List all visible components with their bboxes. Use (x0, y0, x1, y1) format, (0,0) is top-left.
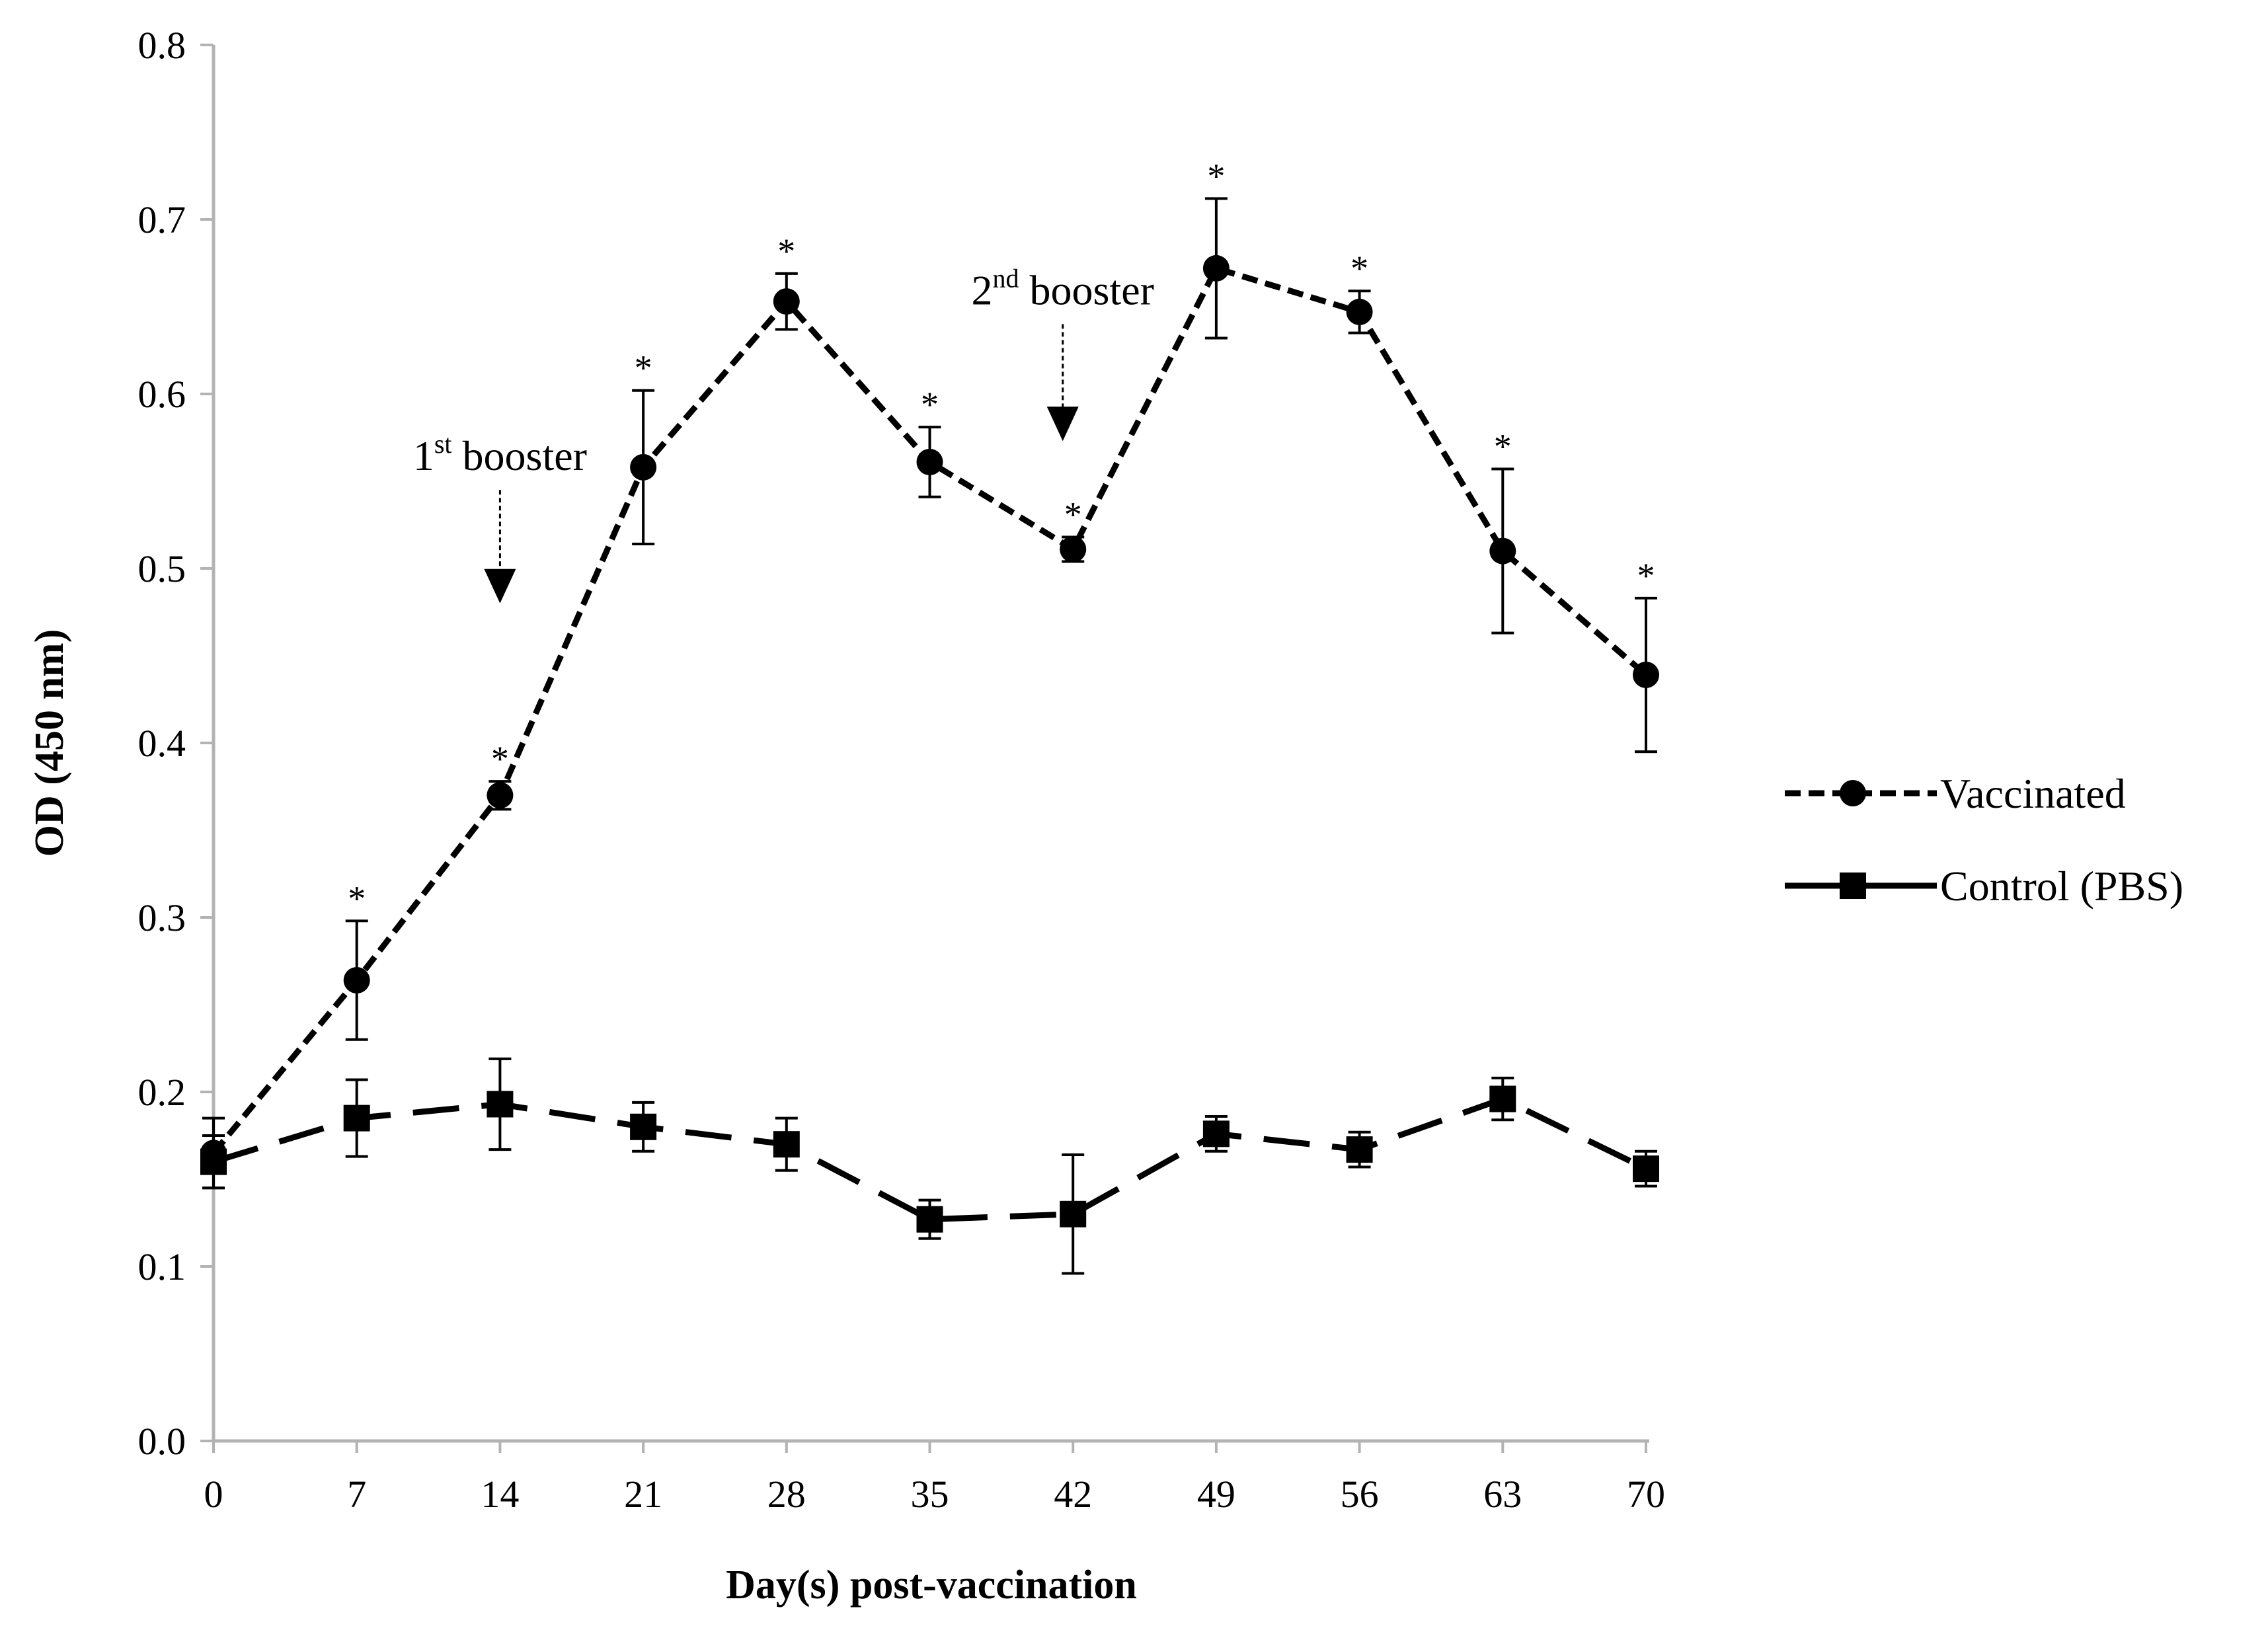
booster-arrow-head (1046, 407, 1079, 442)
booster-label-ordinal: nd (993, 263, 1019, 293)
x-tick-label: 35 (911, 1473, 949, 1516)
legend-label-control: Control (PBS) (1940, 863, 2183, 910)
data-point-vaccinated (773, 288, 800, 315)
booster-label-text: booster (1019, 266, 1154, 313)
significance-marker: * (1064, 494, 1082, 534)
legend-item-control: Control (PBS) (1785, 863, 2183, 910)
x-ticks: 0 7 14 21 28 35 42 49 56 63 70 (204, 1441, 1665, 1516)
y-tick-label: 0.0 (138, 1420, 186, 1463)
booster-label-ordinal: st (434, 429, 452, 459)
data-point-control (487, 1091, 514, 1118)
significance-marker: * (1494, 427, 1512, 467)
data-point-vaccinated (1489, 537, 1516, 564)
data-point-control (1060, 1200, 1087, 1227)
legend-marker-control (1840, 873, 1866, 899)
series-vaccinated: * * * * * * * * * * (200, 156, 1659, 1190)
y-tick-label: 0.4 (138, 722, 186, 765)
data-point-control (1633, 1155, 1659, 1183)
y-ticks: 0.0 0.1 0.2 0.3 0.4 0.5 0.6 0.7 0.8 (138, 24, 214, 1463)
data-point-control (343, 1105, 370, 1132)
data-point-control (1346, 1136, 1373, 1163)
data-point-vaccinated (343, 967, 370, 994)
x-tick-label: 63 (1483, 1473, 1522, 1516)
data-point-control (630, 1113, 657, 1140)
data-point-vaccinated (1346, 298, 1373, 325)
y-tick-label: 0.8 (138, 24, 186, 67)
y-tick-label: 0.3 (138, 896, 186, 939)
x-tick-label: 28 (767, 1473, 806, 1516)
data-point-vaccinated (1202, 254, 1230, 282)
x-tick-label: 70 (1627, 1473, 1665, 1516)
series-line-control (212, 1095, 1647, 1223)
y-tick-label: 0.5 (138, 547, 186, 590)
x-tick-label: 14 (481, 1473, 519, 1516)
booster-label-number: 1 (413, 432, 434, 479)
x-tick-label: 21 (624, 1473, 662, 1516)
y-tick-label: 0.7 (138, 198, 186, 241)
plot-area: 0.00.10.20.30.40.50.60.70.8 0 7 14 21 28 35 42… (138, 24, 1666, 1516)
booster-label-text: booster (452, 432, 587, 479)
booster-arrow-head (484, 568, 516, 603)
series-layer: * * * * * * * * * * (200, 156, 1659, 1275)
significance-marker: * (635, 348, 652, 388)
legend-label-vaccinated: Vaccinated (1940, 770, 2126, 817)
y-tick-label: 0.6 (138, 373, 186, 416)
booster-label: 1st booster (413, 429, 587, 479)
x-tick-label: 56 (1341, 1473, 1379, 1516)
x-tick-label: 49 (1197, 1473, 1235, 1516)
x-tick-label: 7 (347, 1473, 366, 1516)
series-control (200, 1057, 1659, 1275)
significance-marker: * (1350, 249, 1368, 288)
x-tick-label: 42 (1054, 1473, 1092, 1516)
booster-annotation-second: 2nd booster (972, 263, 1154, 442)
significance-marker: * (491, 739, 509, 779)
booster-label-number: 2 (972, 266, 993, 313)
significance-marker: * (777, 231, 795, 271)
significance-marker: * (921, 385, 939, 424)
y-tick-label: 0.1 (138, 1245, 186, 1288)
data-point-control (1489, 1085, 1516, 1112)
data-point-vaccinated (1060, 535, 1087, 563)
data-point-control (773, 1131, 800, 1158)
significance-marker: * (1637, 556, 1655, 596)
x-axis-title: Day(s) post-vaccination (726, 1563, 1137, 1608)
booster-annotation-first: 1st booster (413, 429, 587, 603)
y-axis-title: OD (450 nm) (27, 629, 72, 857)
data-point-control (200, 1148, 227, 1175)
legend-item-vaccinated: Vaccinated (1785, 770, 2126, 817)
data-point-vaccinated (487, 782, 514, 809)
data-point-vaccinated (630, 453, 657, 481)
x-tick-label: 0 (204, 1473, 223, 1516)
significance-marker: * (348, 878, 366, 918)
y-tick-label: 0.2 (138, 1071, 186, 1114)
legend: Vaccinated Control (PBS) (1785, 770, 2183, 910)
data-point-control (916, 1206, 943, 1233)
data-point-vaccinated (916, 448, 943, 475)
data-point-control (1202, 1120, 1230, 1147)
legend-marker-vaccinated (1840, 780, 1866, 806)
data-point-vaccinated (1633, 662, 1659, 689)
significance-marker: * (1207, 156, 1225, 196)
booster-label: 2nd booster (972, 263, 1154, 313)
